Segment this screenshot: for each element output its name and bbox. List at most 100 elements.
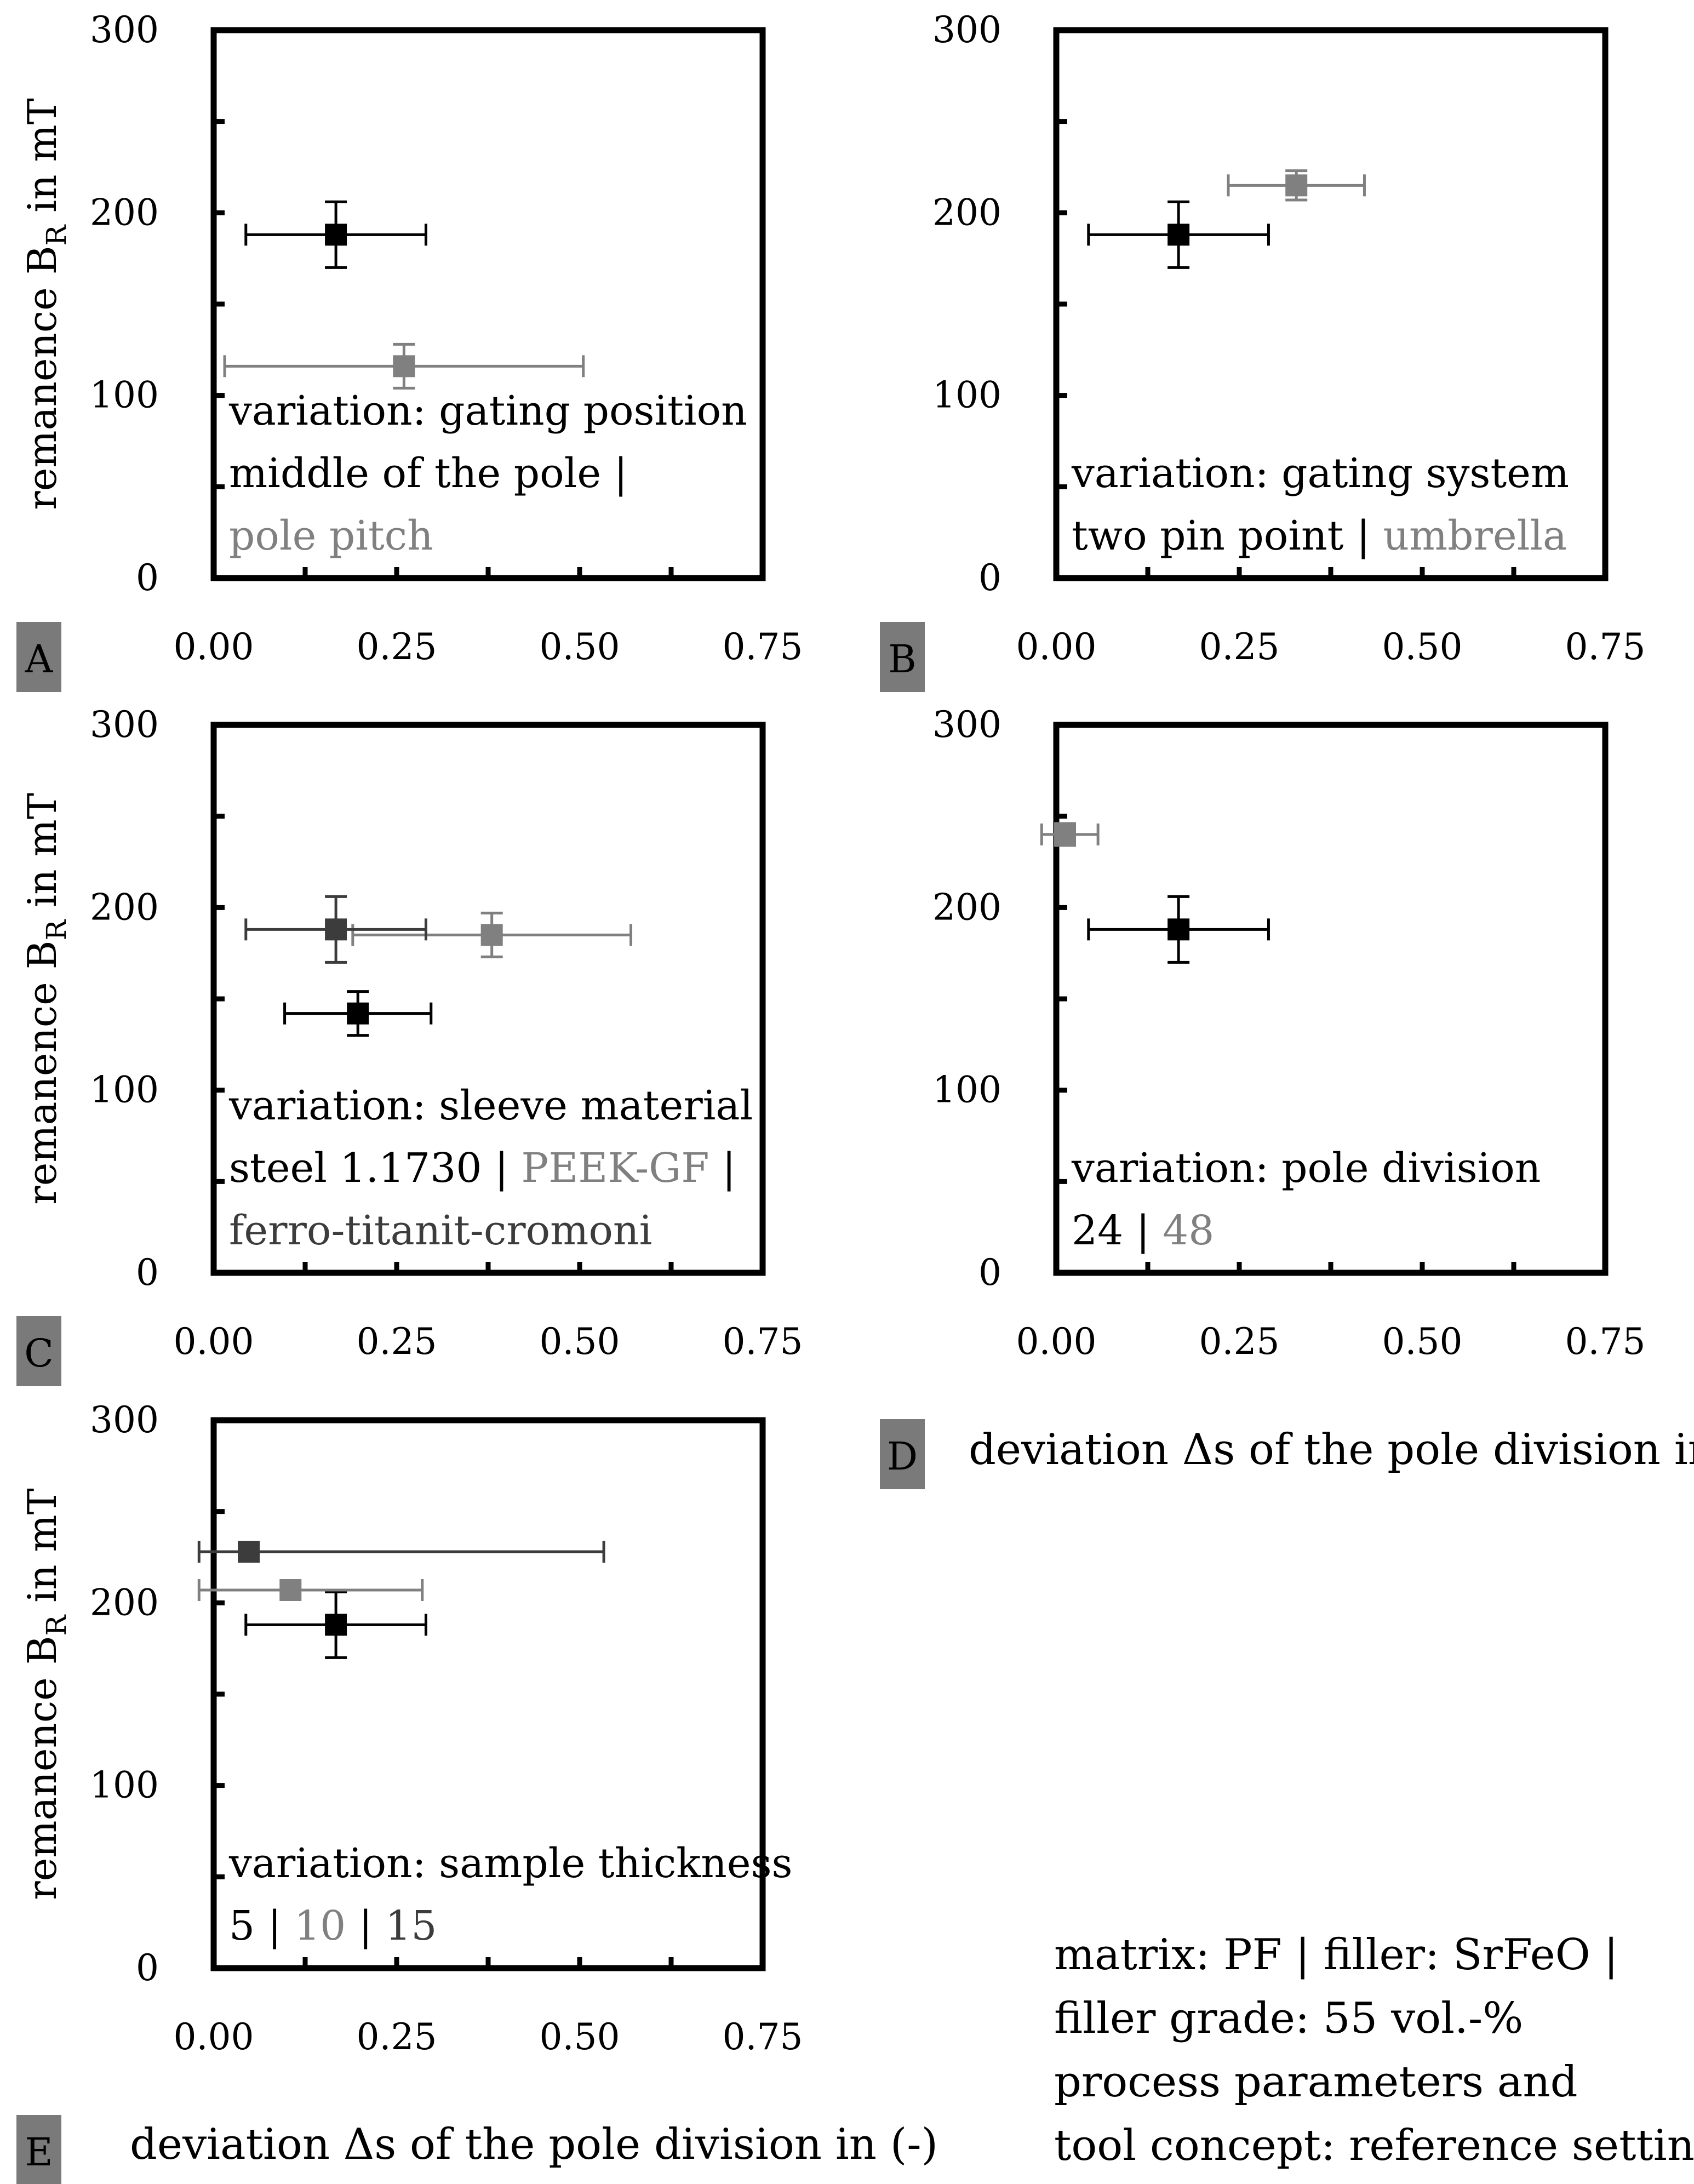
panel-tag-letter: A	[25, 637, 54, 682]
x-tick-label: 0.75	[1565, 1320, 1646, 1363]
data-point-48	[1040, 822, 1100, 847]
data-marker	[1285, 174, 1308, 197]
annotation-line: variation: gating position	[228, 387, 747, 434]
y-tick-label: 0	[136, 1251, 159, 1294]
notes-block: matrix: PF | filler: SrFeO | filler grad…	[1054, 1930, 1694, 2170]
x-tick-label: 0.50	[540, 1320, 620, 1363]
y-tick-label: 200	[90, 886, 159, 928]
annotation-segment: 24	[1072, 1207, 1123, 1254]
annotation-line: variation: sample thickness	[228, 1840, 793, 1887]
x-tick-label: 0.75	[1565, 626, 1646, 668]
panel-e: 0 100 200 300 0.00 0.25 0.50 0.75 remanence BR i…	[16, 1399, 938, 2184]
annotation-segment: 48	[1163, 1207, 1214, 1254]
y-axis-title-suffix: in mT	[19, 793, 65, 919]
annotation-segment: two pin point	[1072, 512, 1344, 559]
annotation-line: 24 | 48	[1072, 1207, 1214, 1254]
x-tick-label: 0.00	[174, 626, 254, 668]
panel-tag-a: A	[16, 622, 61, 692]
x-axis-title: deviation Δs of the pole division in (-)	[969, 1425, 1694, 1474]
data-point-steel-1-1730	[283, 990, 433, 1037]
y-axis-title-suffix: in mT	[19, 98, 65, 225]
x-tick-label: 0.00	[174, 2016, 254, 2058]
data-point-ferro-titanit-cromoni	[244, 895, 427, 964]
annotation-line: pole pitch	[229, 512, 433, 559]
annotation-segment: |	[1343, 512, 1383, 559]
x-tick-label: 0.75	[723, 626, 803, 668]
notes-segment: process parameters and	[1054, 2057, 1578, 2107]
y-axis-title-sub: R	[41, 1614, 72, 1636]
annotation-line: two pin point | umbrella	[1072, 512, 1567, 559]
y-axis-title-main: remanence B	[19, 940, 65, 1204]
panel-tag-e: E	[16, 2115, 61, 2184]
x-tick-label: 0.00	[1016, 1320, 1097, 1363]
y-tick-label: 0	[136, 1947, 159, 1989]
annotation-line: variation: gating system	[1071, 450, 1569, 497]
notes-line: matrix: PF | filler: SrFeO |	[1054, 1930, 1618, 1980]
annotation-segment: |	[601, 450, 627, 497]
panel-tag-box	[16, 2115, 61, 2184]
data-marker	[325, 918, 347, 941]
y-axis-title-sub: R	[41, 224, 72, 245]
panel-d: 0 100 200 300 0.00 0.25 0.50 0.75 variation: pol…	[880, 704, 1694, 1489]
data-marker	[325, 1614, 347, 1636]
y-tick-label: 200	[932, 886, 1001, 928]
data-marker	[1054, 824, 1077, 845]
annotation-line: variation: pole division	[1071, 1145, 1541, 1192]
panel-tag-letter: E	[25, 2130, 53, 2175]
panel-c: 0 100 200 300 0.00 0.25 0.50 0.75 remanence BR i…	[16, 704, 803, 1386]
x-tick-label: 0.00	[1016, 626, 1097, 668]
y-axis-title-sub: R	[41, 919, 72, 940]
annotation-line: ferro-titanit-cromoni	[229, 1207, 652, 1254]
annotation-segment: variation: gating position	[228, 387, 747, 434]
panel-tag-box	[16, 1316, 61, 1386]
panel-tag-letter: C	[24, 1331, 54, 1376]
data-marker	[347, 1002, 369, 1025]
panel-tag-d: D	[880, 1419, 925, 1489]
y-axis-title: remanence BR in mT	[19, 793, 72, 1204]
y-axis-title: remanence BR in mT	[19, 98, 72, 510]
x-tick-label: 0.50	[540, 2016, 620, 2058]
panel-tag-box	[16, 622, 61, 692]
x-tick-label: 0.75	[723, 1320, 803, 1363]
y-tick-label: 100	[932, 1069, 1001, 1111]
y-tick-label: 300	[932, 9, 1001, 51]
annotation-segment: 10	[294, 1902, 346, 1949]
annotation-segment: |	[482, 1145, 521, 1192]
data-marker	[238, 1541, 260, 1563]
y-tick-label: 100	[932, 374, 1001, 416]
annotation-segment: 15	[385, 1902, 437, 1949]
x-tick-label: 0.00	[174, 1320, 254, 1363]
annotation-segment: variation: sample thickness	[228, 1840, 793, 1887]
annotation-segment: variation: gating system	[1071, 450, 1569, 497]
data-point-umbrella	[1227, 169, 1366, 202]
annotation-line: 5 | 10 | 15	[229, 1902, 437, 1949]
annotation-segment: pole pitch	[229, 512, 433, 559]
notes-line: filler grade: 55 vol.-%	[1054, 1994, 1523, 2043]
panel-tag-box	[880, 622, 925, 692]
annotation-segment: ferro-titanit-cromoni	[229, 1207, 652, 1254]
data-point-peek-gf	[351, 911, 633, 958]
data-marker	[279, 1579, 302, 1601]
panel-tag-c: C	[16, 1316, 61, 1386]
notes-segment: |	[1590, 1930, 1618, 1980]
data-marker	[480, 924, 503, 946]
annotation-segment: variation: pole division	[1071, 1145, 1541, 1192]
x-tick-label: 0.25	[357, 2016, 437, 2058]
y-tick-label: 300	[932, 704, 1001, 746]
data-point-10	[197, 1579, 424, 1601]
x-tick-label: 0.75	[723, 2016, 803, 2058]
annotation-segment: umbrella	[1383, 512, 1567, 559]
y-tick-label: 200	[932, 191, 1001, 233]
data-marker	[393, 355, 415, 378]
y-tick-label: 0	[136, 557, 159, 599]
y-tick-label: 100	[90, 1764, 159, 1806]
annotation-segment: 5	[229, 1902, 255, 1949]
annotation-segment: steel 1.1730	[229, 1145, 482, 1192]
x-tick-label: 0.25	[357, 1320, 437, 1363]
notes-segment: matrix: PF	[1054, 1930, 1282, 1980]
x-tick-label: 0.25	[1199, 626, 1280, 668]
data-marker	[1168, 224, 1190, 246]
panel-tag-b: B	[880, 622, 925, 692]
x-axis-title: deviation Δs of the pole division in (-)	[130, 2120, 938, 2169]
